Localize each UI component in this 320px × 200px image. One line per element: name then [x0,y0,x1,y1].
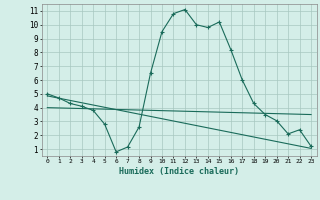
X-axis label: Humidex (Indice chaleur): Humidex (Indice chaleur) [119,167,239,176]
